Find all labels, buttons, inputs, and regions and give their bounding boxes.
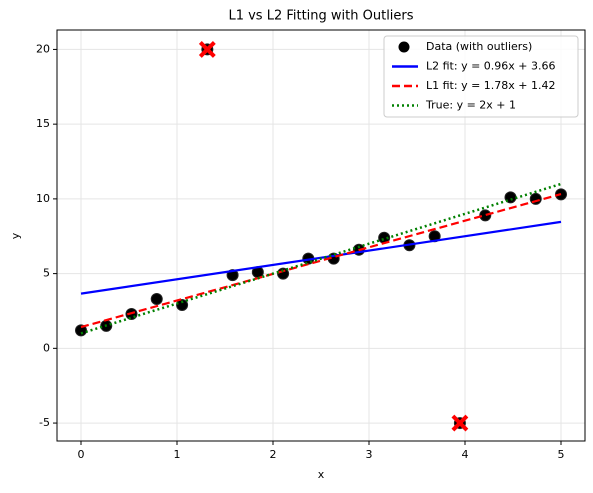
y-tick-label: 5: [43, 267, 50, 280]
x-tick-label: 1: [174, 448, 181, 461]
legend-label: Data (with outliers): [426, 40, 532, 53]
data-point: [529, 192, 542, 205]
plot-frame: [56, 29, 586, 442]
outlier-stroke: [198, 41, 216, 58]
data-point: [176, 298, 189, 311]
y-axis-label: y: [9, 232, 22, 239]
outlier-marker: [198, 41, 216, 58]
legend-label: L1 fit: y = 1.78x + 1.42: [426, 79, 556, 92]
data-point: [150, 293, 163, 306]
y-tick-label: -5: [39, 416, 50, 429]
x-tick-label: 2: [270, 448, 277, 461]
outlier-marker: [451, 414, 469, 432]
legend-swatch: [398, 41, 410, 53]
legend-label: True: y = 2x + 1: [425, 99, 516, 112]
fit-line: [80, 182, 562, 335]
outlier-stroke: [451, 414, 469, 432]
x-tick-label: 0: [78, 448, 85, 461]
y-tick-label: 0: [43, 341, 50, 354]
data-point: [479, 209, 492, 222]
y-tick-label: 15: [36, 117, 50, 130]
legend-label: L2 fit: y = 0.96x + 3.66: [426, 60, 556, 73]
y-tick-label: 10: [36, 192, 50, 205]
x-tick-label: 3: [366, 448, 373, 461]
fit-line: [80, 193, 562, 329]
x-axis-label: x: [318, 468, 325, 481]
legend-box: [383, 35, 579, 118]
y-tick-label: 20: [36, 42, 50, 55]
chart-title: L1 vs L2 Fitting with Outliers: [228, 9, 413, 24]
x-tick-label: 5: [558, 448, 565, 461]
x-tick-label: 4: [462, 448, 469, 461]
